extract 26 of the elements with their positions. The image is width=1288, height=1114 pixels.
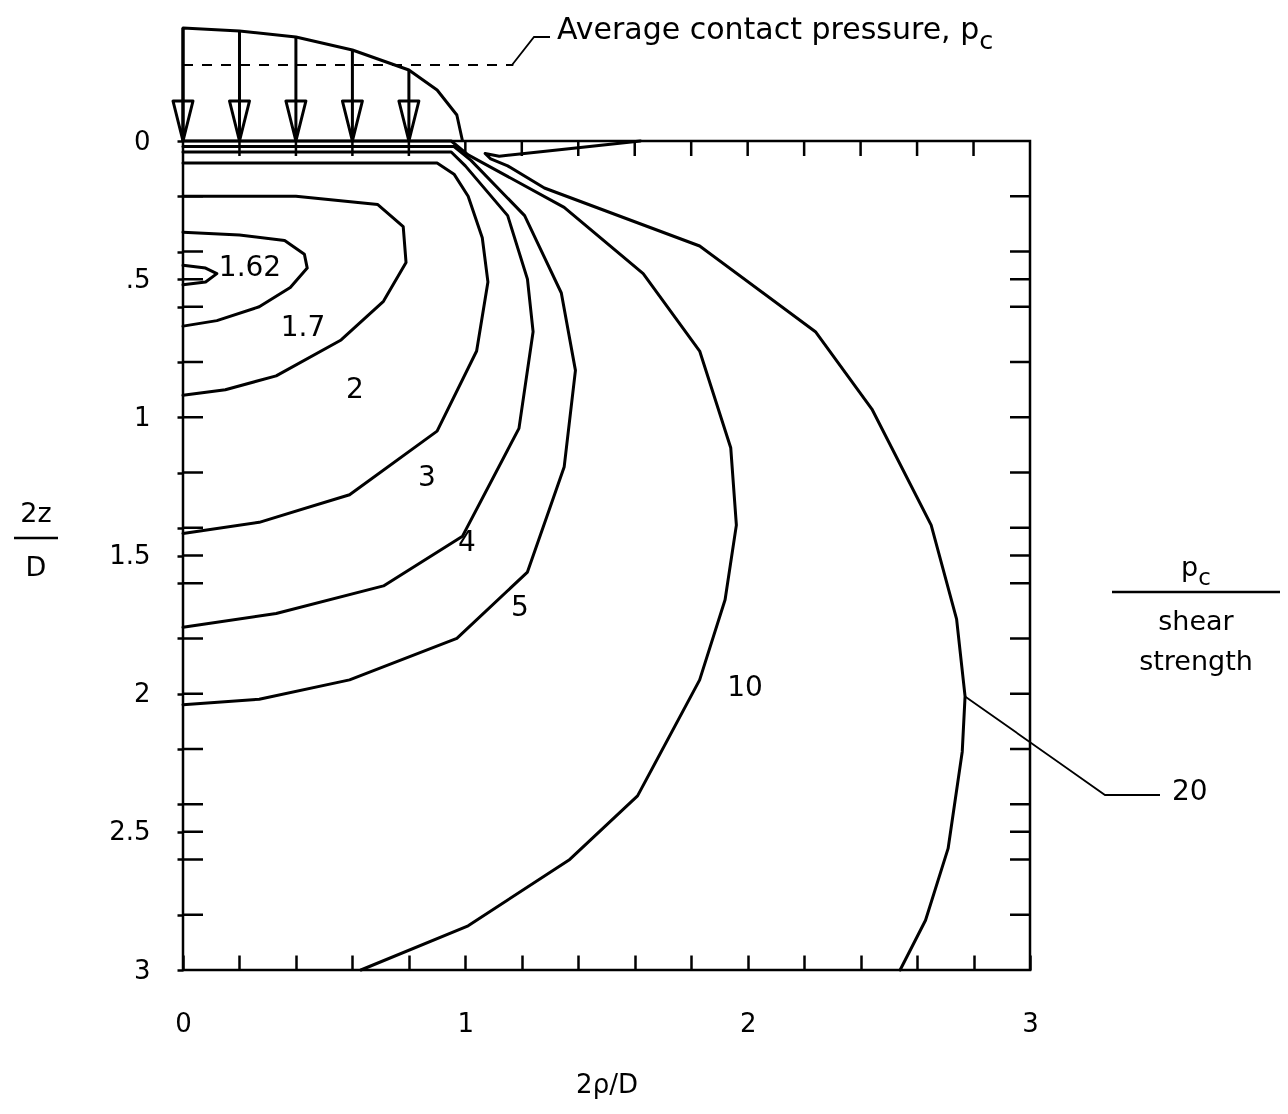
annotation: 3 xyxy=(418,460,436,493)
x-tick-label: 1 xyxy=(457,1007,475,1038)
annotation: 1.62 xyxy=(218,250,282,283)
annotation: 4 xyxy=(458,525,476,558)
x-tick-label: 2 xyxy=(739,1007,757,1038)
y-tick-label: 0 xyxy=(133,125,151,156)
y-tick-label: .5 xyxy=(125,263,151,294)
line-series xyxy=(181,263,219,287)
y-tick-label: 1 xyxy=(133,401,151,432)
x-tick-label: 0 xyxy=(175,1007,192,1038)
line-series xyxy=(483,139,967,972)
y-tick-label: 2.5 xyxy=(109,816,151,847)
annotation: 1.7 xyxy=(280,310,326,343)
y-tick-label: 2 xyxy=(133,678,151,709)
y-axis-title: 2z D xyxy=(20,496,52,582)
legend-title: p$_{c}$ shear strength xyxy=(1139,550,1253,676)
x-tick-label: 3 xyxy=(1022,1007,1039,1038)
line-series xyxy=(181,150,535,629)
text: Average contact pressure, p$_{c}$ xyxy=(557,10,994,55)
x-axis-title: 2ρ/D xyxy=(576,1068,638,1099)
annotation: 20 xyxy=(1172,774,1208,807)
annotation: 5 xyxy=(511,590,529,623)
y-tick-label: 3 xyxy=(133,954,151,985)
y-tick-label: 1.5 xyxy=(109,540,151,570)
annotation: 2 xyxy=(346,372,364,405)
annotation: 10 xyxy=(727,670,763,703)
